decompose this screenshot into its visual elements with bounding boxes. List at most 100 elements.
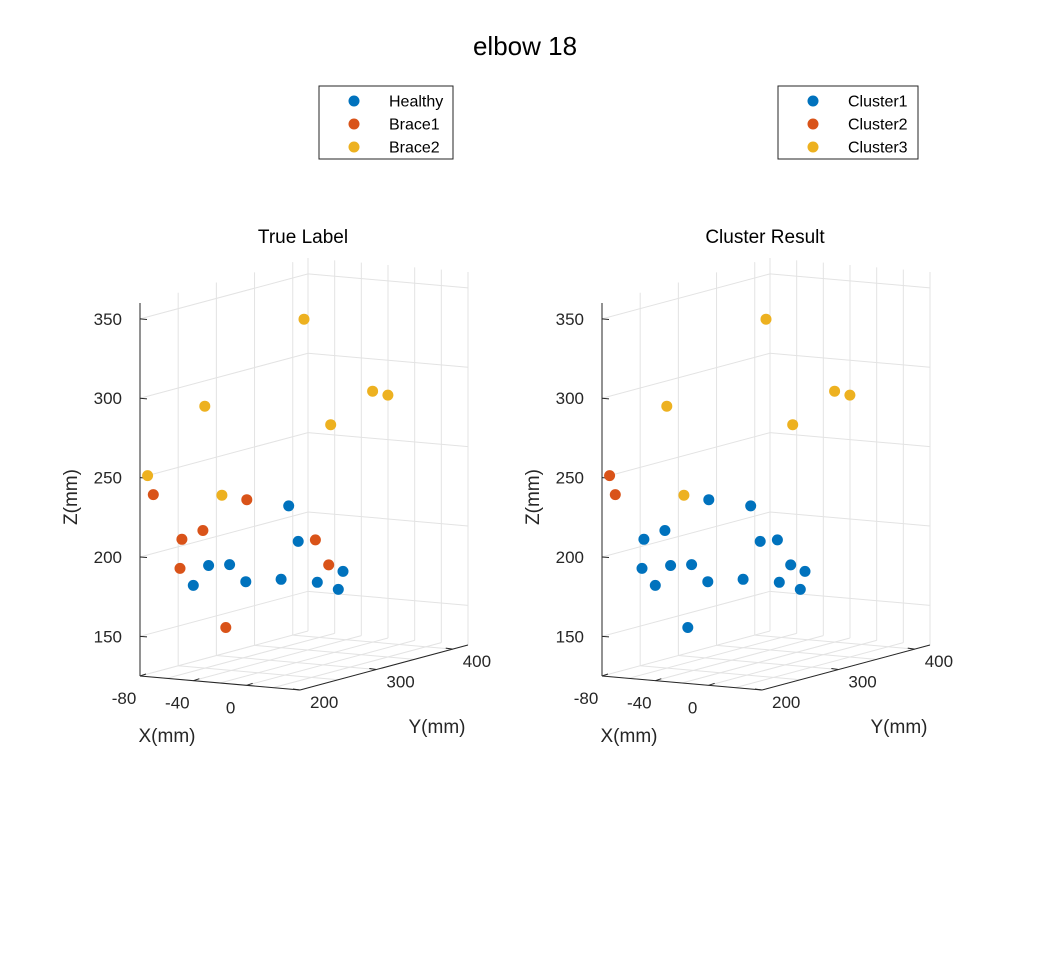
data-point-cluster1: [785, 559, 797, 571]
legend: Cluster1 Cluster2 Cluster3: [777, 85, 919, 160]
plot-cluster-result: 150 200 250 300 350 -80 -40 0 200 300 400 Z(mm) X(mm…: [523, 85, 953, 747]
legend-marker: [807, 95, 819, 107]
data-point-brace2: [325, 419, 337, 431]
y-tick-label: 200: [310, 693, 338, 712]
data-point-cluster1: [649, 579, 661, 591]
x-tick-label: -40: [627, 694, 652, 713]
x-axis: [601, 675, 763, 691]
data-point-cluster1: [686, 559, 698, 571]
z-tick-label: 200: [94, 548, 122, 567]
data-point-cluster1: [702, 576, 714, 588]
y-tick-label: 300: [386, 673, 414, 692]
data-point-cluster3: [787, 419, 799, 431]
data-point-cluster3: [760, 313, 772, 325]
z-tick-label: 150: [94, 627, 122, 646]
data-point-cluster1: [794, 583, 806, 595]
y-tick-label: 300: [848, 673, 876, 692]
data-point-cluster3: [844, 389, 856, 401]
z-tick-label: 300: [94, 389, 122, 408]
data-point-healthy: [275, 573, 287, 585]
data-point-healthy: [332, 583, 344, 595]
data-point-healthy: [311, 576, 323, 588]
data-point-cluster2: [604, 470, 616, 482]
z-tick-label: 350: [556, 310, 584, 329]
data-point-healthy: [292, 535, 304, 547]
z-axis-label: Z(mm): [61, 469, 82, 525]
y-tick-label: 400: [925, 652, 953, 671]
data-point-cluster1: [682, 622, 694, 633]
data-point-cluster1: [754, 535, 766, 547]
data-point-healthy: [224, 559, 236, 571]
data-point-brace1: [323, 559, 335, 571]
x-axis-label: X(mm): [139, 726, 196, 747]
x-tick-label: 0: [688, 698, 697, 717]
data-point-brace1: [309, 534, 321, 546]
data-point-cluster1: [636, 562, 648, 574]
y-axis: [299, 644, 469, 691]
legend-marker: [348, 118, 360, 130]
y-tick-label: 200: [772, 693, 800, 712]
data-point-cluster1: [638, 533, 650, 545]
z-tick-label: 200: [556, 548, 584, 567]
subplot-title: Cluster Result: [705, 227, 825, 248]
axes: 150 200 250 300 350 -80 -40 0 200 300 400 Z(mm) X(mm…: [61, 303, 491, 747]
legend-entry: Healthy: [389, 94, 443, 111]
data-point-brace1: [197, 525, 209, 536]
legend-entry: Cluster1: [848, 94, 908, 111]
data-point-brace1: [176, 533, 188, 545]
data-points: [604, 313, 856, 633]
legend-box: [777, 85, 919, 160]
axes: 150 200 250 300 350 -80 -40 0 200 300 400 Z(mm) X(mm…: [523, 303, 953, 747]
plot-true-label: 150 200 250 300 350 -80 -40 0 200 300 400 Z(mm) X(mm…: [61, 85, 491, 747]
legend-entry: Cluster3: [848, 140, 908, 157]
data-point-healthy: [187, 579, 199, 591]
legend-marker: [807, 118, 819, 130]
data-point-brace1: [147, 489, 159, 501]
data-points: [142, 313, 394, 633]
data-point-brace2: [142, 470, 154, 482]
data-point-cluster1: [703, 494, 715, 506]
data-point-healthy: [203, 560, 215, 571]
data-point-cluster1: [745, 500, 757, 512]
legend-marker: [348, 141, 360, 153]
data-point-healthy: [283, 500, 295, 512]
x-tick-label: -80: [574, 689, 599, 708]
y-axis: [761, 644, 931, 691]
data-point-brace1: [220, 622, 232, 633]
z-axis-label: Z(mm): [523, 469, 544, 525]
data-point-healthy: [240, 576, 252, 588]
data-point-brace2: [199, 400, 211, 412]
legend: Healthy Brace1 Brace2: [318, 85, 454, 160]
grid: [601, 258, 931, 691]
data-point-brace2: [216, 489, 228, 501]
x-axis-label: X(mm): [601, 726, 658, 747]
x-axis: [139, 675, 301, 691]
data-point-cluster3: [829, 385, 841, 397]
legend-entry: Brace2: [389, 140, 440, 157]
data-point-cluster3: [661, 400, 673, 412]
y-axis-label: Y(mm): [871, 717, 928, 738]
z-tick-label: 250: [94, 469, 122, 488]
y-axis-label: Y(mm): [409, 717, 466, 738]
z-tick-label: 150: [556, 627, 584, 646]
data-point-cluster1: [659, 525, 671, 536]
legend-marker: [348, 95, 360, 107]
data-point-cluster1: [773, 576, 785, 588]
x-tick-label: -80: [112, 689, 137, 708]
legend-entry: Cluster2: [848, 117, 908, 134]
x-tick-label: 0: [226, 698, 235, 717]
data-point-cluster2: [609, 489, 621, 501]
data-point-brace1: [174, 562, 186, 574]
data-point-cluster1: [771, 534, 783, 546]
data-point-brace2: [298, 313, 310, 325]
data-point-cluster1: [799, 565, 811, 577]
subplot-title: True Label: [258, 227, 348, 248]
z-tick-label: 300: [556, 389, 584, 408]
z-tick-label: 350: [94, 310, 122, 329]
legend-box: [318, 85, 454, 160]
data-point-cluster1: [737, 573, 749, 585]
data-point-cluster3: [678, 489, 690, 501]
data-point-brace2: [382, 389, 394, 401]
x-tick-label: -40: [165, 694, 190, 713]
